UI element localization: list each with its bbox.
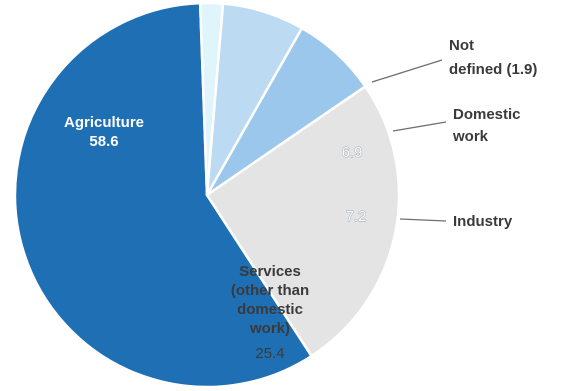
slice-value-industry: 7.2 <box>346 208 367 225</box>
slice-label-domestic-work-line-0: Domestic <box>453 106 521 123</box>
slice-label-services-line-3: work) <box>249 320 290 337</box>
leader-line-not-defined <box>371 59 443 83</box>
slice-label-not-defined-line-1: defined (1.9) <box>449 61 537 78</box>
slice-value-domestic-work: 6.9 <box>342 144 363 161</box>
leader-lines-layer <box>371 59 447 222</box>
leader-line-domestic-work <box>392 121 447 132</box>
slice-label-domestic-work-line-1: work <box>452 128 489 145</box>
pie-slice-services <box>205 85 401 358</box>
slice-label-agriculture-line-0: Agriculture <box>64 114 144 131</box>
slice-value-services: 25.4 <box>255 345 284 362</box>
labels-layer: Agriculture 58.6 Services (other than domest… <box>64 37 537 362</box>
slice-label-services-line-0: Services <box>239 263 301 280</box>
slice-value-agriculture: 58.6 <box>89 133 118 150</box>
slice-label-services-line-2: domestic <box>237 301 303 318</box>
leader-line-industry <box>399 218 447 222</box>
slices-layer <box>13 1 401 389</box>
slice-label-industry-line-0: Industry <box>453 213 513 230</box>
slice-label-not-defined-line-0: Not <box>449 37 474 54</box>
slice-label-services-line-1: (other than <box>231 282 309 299</box>
pie-slice-agriculture <box>13 1 313 389</box>
